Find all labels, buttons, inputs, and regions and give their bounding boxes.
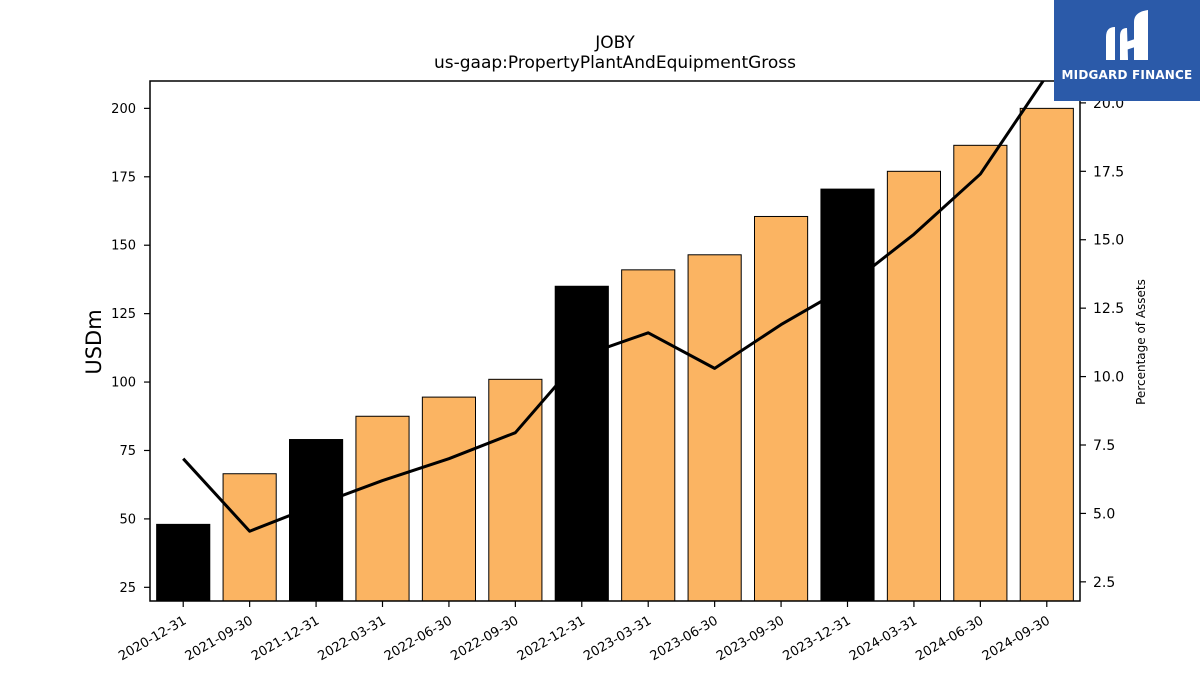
x-tick-label: 2022-03-31 [316, 613, 389, 664]
x-tick-label: 2020-12-31 [116, 613, 189, 664]
x-tick-label: 2023-06-30 [648, 613, 721, 664]
y-axis-right: 2.55.07.510.012.515.017.520.0 [1080, 96, 1124, 591]
y-tick-label: 50 [119, 512, 136, 527]
midgard-logo-icon [1106, 10, 1148, 60]
plot-frame [149, 80, 1081, 602]
bar [421, 396, 477, 602]
x-tick-label: 2022-06-30 [382, 613, 455, 664]
x-tick-label: 2022-09-30 [448, 613, 521, 664]
y2-tick-label: 7.5 [1093, 438, 1115, 454]
x-tick-label: 2022-12-31 [515, 613, 588, 664]
bar [621, 269, 676, 602]
y-tick-label: 150 [111, 239, 136, 254]
percentage-line-series [182, 81, 1045, 533]
bar [953, 144, 1008, 602]
y-tick-label: 25 [119, 581, 136, 596]
x-axis: 2020-12-312021-09-302021-12-312022-03-31… [116, 601, 1053, 664]
y2-tick-label: 15.0 [1093, 233, 1124, 249]
chart-title: JOBY [594, 33, 635, 53]
y2-tick-label: 5.0 [1093, 506, 1115, 522]
bar [886, 170, 941, 602]
y2-tick-label: 2.5 [1093, 575, 1115, 591]
y2-tick-label: 12.5 [1093, 301, 1124, 317]
x-tick-label: 2023-12-31 [781, 613, 854, 664]
bar [754, 215, 809, 602]
x-tick-label: 2021-12-31 [249, 613, 322, 664]
y-tick-label: 75 [119, 444, 136, 459]
bar [687, 254, 742, 602]
chart-subtitle: us-gaap:PropertyPlantAndEquipmentGross [434, 53, 796, 73]
bar [222, 473, 277, 602]
x-tick-label: 2024-06-30 [913, 613, 986, 664]
bar [156, 523, 211, 602]
y2-tick-label: 17.5 [1093, 164, 1124, 180]
x-tick-label: 2021-09-30 [183, 613, 256, 664]
y-tick-label: 125 [111, 307, 136, 322]
y-axis-left: 25 50 75 100 125 150 175 200 [111, 102, 150, 596]
bar [355, 415, 410, 602]
y-tick-label: 175 [111, 170, 136, 185]
x-tick-label: 2024-03-31 [847, 613, 920, 664]
x-tick-label: 2024-09-30 [980, 613, 1053, 664]
bar [289, 439, 344, 602]
x-tick-label: 2023-09-30 [714, 613, 787, 664]
percentage-line [182, 81, 1045, 533]
bar [1019, 107, 1074, 602]
logo-text: MIDGARD FINANCE [1061, 68, 1193, 82]
bar [488, 378, 543, 602]
y-tick-label: 100 [111, 376, 136, 391]
x-tick-label: 2023-03-31 [581, 613, 654, 664]
y2-axis-label: Percentage of Assets [1134, 279, 1148, 405]
bar [554, 285, 609, 602]
y-tick-label: 200 [111, 102, 136, 117]
midgard-finance-logo: MIDGARD FINANCE [1054, 0, 1200, 101]
y2-tick-label: 10.0 [1093, 370, 1124, 386]
y-axis-label: USDm [82, 309, 106, 374]
bar [820, 188, 875, 602]
bar-series [156, 107, 1074, 602]
